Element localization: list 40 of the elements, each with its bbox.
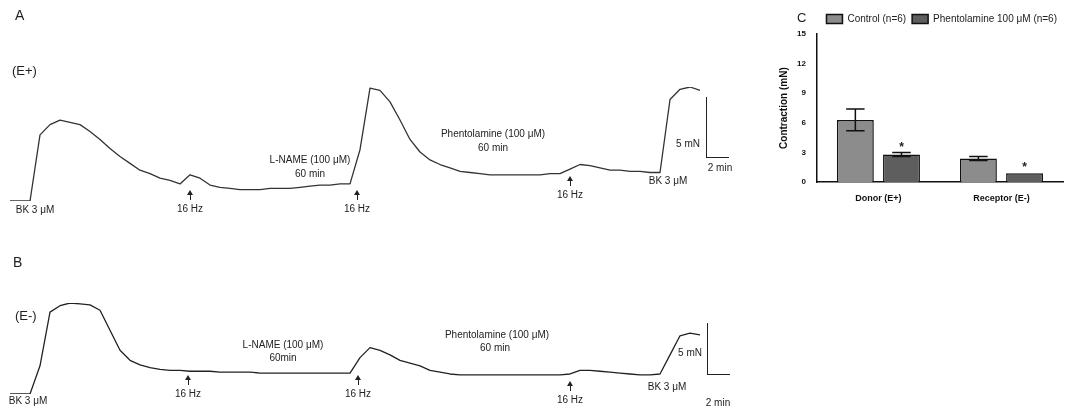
annotation: 5 mN <box>678 347 702 358</box>
y-tick-label: 9 <box>801 88 807 98</box>
text: 16 Hz <box>176 203 204 214</box>
y-axis-title: Contraction (mN) <box>777 67 789 149</box>
text: 2 min <box>705 397 731 408</box>
annotation: * <box>1022 160 1028 175</box>
text: 16 Hz <box>343 203 371 214</box>
x-tick-label: Donor (E+) <box>855 193 902 204</box>
y-tick-label: 6 <box>801 118 807 128</box>
chart-title: A <box>15 7 25 23</box>
annotation: 60 min <box>477 142 509 153</box>
y-tick-label: 12 <box>796 58 807 68</box>
annotation: BK 3 μM <box>648 175 688 186</box>
text: BK 3 μM <box>8 395 48 406</box>
annotation: 16 Hz <box>344 388 372 399</box>
annotation: 60min <box>269 352 297 363</box>
annotation: 60 min <box>479 342 511 353</box>
annotation: 16 Hz <box>174 388 202 399</box>
chart-title: C <box>797 10 807 25</box>
text: 2 min <box>707 162 733 173</box>
chart-title: B <box>13 254 23 270</box>
legend-label: Phentolamine 100 μM (n=6) <box>933 12 1057 24</box>
annotation: L-NAME (100 μM) <box>269 154 351 165</box>
text: BK 3 μM <box>15 204 55 215</box>
annotation: * <box>899 139 905 154</box>
legend-label: Control (n=6) <box>847 12 907 24</box>
chart-subtitle: (E+) <box>12 63 37 78</box>
annotation: Phentolamine (100 μM) <box>444 329 550 340</box>
annotation: BK 3 μM <box>647 381 687 392</box>
y-tick-label: 3 <box>801 147 807 157</box>
y-tick-label: 0 <box>801 177 807 187</box>
annotation: Phentolamine (100 μM) <box>440 128 546 139</box>
annotation: 16 Hz <box>556 189 584 200</box>
annotation: 16 Hz <box>556 394 584 405</box>
annotation: 60 min <box>294 168 326 179</box>
annotation: 5 mN <box>676 138 700 149</box>
x-tick-label: Receptor (E-) <box>973 193 1030 204</box>
chart-subtitle: (E-) <box>15 308 37 323</box>
y-tick-label: 15 <box>796 29 807 39</box>
annotation: L-NAME (100 μM) <box>242 339 324 350</box>
